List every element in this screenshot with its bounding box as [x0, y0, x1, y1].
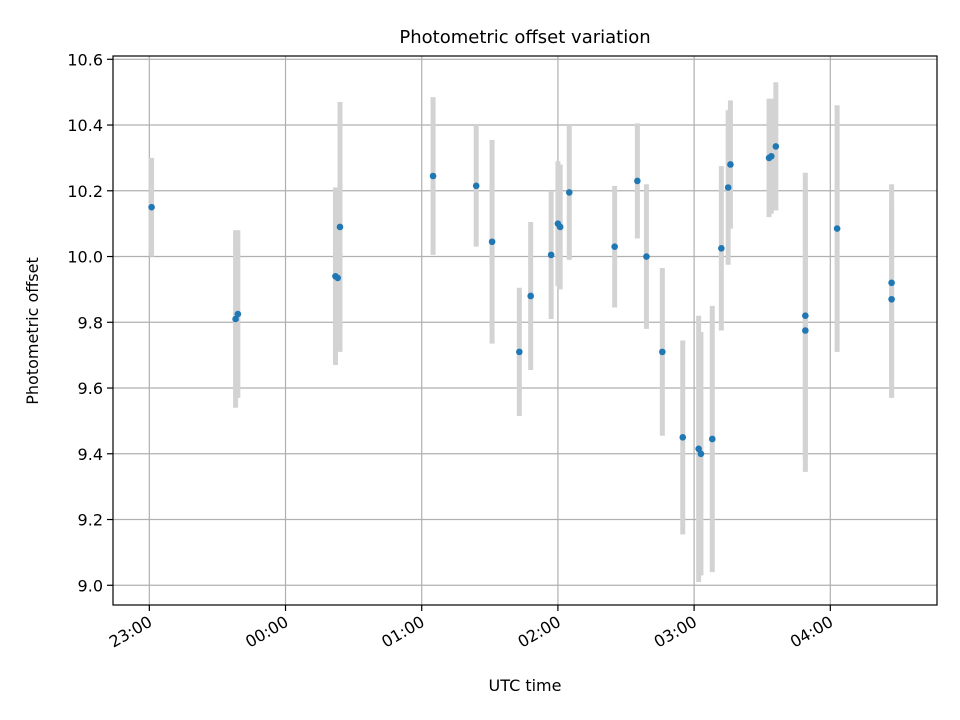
data-point — [679, 434, 687, 441]
y-tick-label: 9.8 — [78, 313, 103, 332]
data-point — [767, 152, 775, 160]
data-point — [488, 238, 496, 246]
data-point — [697, 450, 705, 458]
data-point — [565, 189, 573, 196]
data-point — [336, 223, 344, 231]
data-point — [659, 348, 666, 356]
data-point — [429, 172, 437, 180]
y-axis-ticks: 9.0 9.2 9.4 9.6 9.8 10.0 10.2 10.4 10.6 — [67, 50, 113, 595]
y-tick-label: 9.4 — [78, 445, 103, 464]
data-points — [148, 143, 895, 458]
data-point — [695, 445, 702, 453]
data-point — [833, 225, 841, 232]
data-point — [643, 253, 650, 260]
data-point — [802, 327, 809, 334]
data-point — [232, 315, 239, 323]
data-point — [472, 182, 480, 190]
data-point — [708, 435, 716, 443]
data-point — [724, 184, 732, 191]
data-point — [234, 310, 242, 318]
x-axis-label: UTC time — [489, 676, 562, 695]
y-axis-label: Photometric offset — [23, 257, 42, 405]
data-point — [772, 143, 780, 150]
data-point — [547, 251, 555, 259]
data-point — [802, 312, 809, 320]
data-point — [516, 348, 523, 356]
y-tick-label: 10.4 — [67, 116, 103, 135]
y-tick-label: 10.0 — [67, 248, 103, 267]
data-point — [888, 295, 895, 303]
grid-lines — [113, 56, 937, 605]
y-tick-label: 9.6 — [78, 379, 103, 398]
plot-area-frame — [112, 55, 938, 606]
data-point — [634, 177, 641, 185]
data-point — [556, 223, 564, 231]
data-point — [888, 279, 895, 287]
data-point — [148, 203, 155, 211]
data-point — [727, 161, 734, 168]
y-tick-label: 10.6 — [67, 50, 103, 69]
data-point — [527, 292, 534, 300]
y-tick-label: 9.0 — [78, 576, 103, 595]
y-tick-label: 10.2 — [67, 182, 103, 201]
data-point — [334, 274, 342, 282]
chart-title: Photometric offset variation — [399, 27, 650, 48]
data-point — [718, 245, 725, 252]
y-tick-label: 9.2 — [78, 511, 103, 530]
data-point — [611, 243, 618, 250]
